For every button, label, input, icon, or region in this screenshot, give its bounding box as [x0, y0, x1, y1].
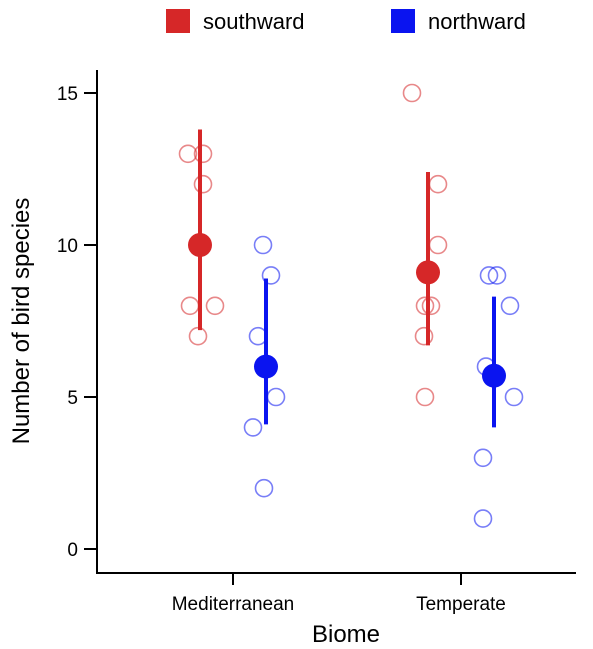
data-point	[248, 326, 268, 346]
axes	[96, 70, 576, 574]
data-point	[421, 296, 441, 316]
data-point	[180, 296, 200, 316]
data-point	[473, 448, 493, 468]
data-point	[261, 266, 281, 285]
series-southward	[178, 83, 448, 407]
legend-swatch	[166, 9, 190, 33]
y-tick-label: 5	[67, 388, 78, 409]
y-axis-title: Number of bird species	[8, 198, 35, 445]
mean-point	[254, 354, 278, 379]
data-point	[253, 235, 273, 255]
data-point	[487, 266, 507, 285]
data-point	[178, 144, 198, 164]
data-point	[193, 144, 213, 164]
data-point	[414, 326, 434, 346]
mean-point	[416, 260, 440, 285]
data-point	[193, 174, 213, 194]
data-point	[266, 387, 286, 407]
x-ticks: Mediterranean Temperate	[172, 573, 506, 615]
y-tick-label: 15	[57, 84, 78, 105]
x-axis-title: Biome	[312, 621, 380, 648]
data-marks	[178, 83, 524, 528]
data-point	[500, 296, 520, 316]
mean-point	[188, 233, 212, 257]
y-tick-label: 0	[67, 540, 78, 561]
y-tick-label: 10	[57, 236, 78, 257]
mean-point	[482, 363, 506, 388]
x-tick-label: Temperate	[416, 594, 506, 615]
data-point	[205, 296, 225, 316]
data-point	[428, 174, 448, 194]
y-ticks: 0 5 10 15	[57, 84, 97, 561]
data-point	[428, 235, 448, 255]
data-point	[188, 326, 208, 346]
data-point	[504, 387, 524, 407]
legend: southward northward	[166, 9, 526, 34]
data-point	[473, 509, 493, 528]
legend-swatch	[391, 9, 415, 33]
data-point	[479, 266, 499, 285]
x-tick-label: Mediterranean	[172, 594, 295, 615]
legend-label: southward	[203, 9, 305, 34]
data-point	[415, 296, 435, 316]
data-point	[402, 83, 422, 103]
data-point	[243, 418, 263, 437]
series-northward	[243, 235, 524, 528]
legend-label: northward	[428, 9, 526, 34]
data-point	[254, 478, 274, 498]
data-point	[415, 387, 435, 407]
